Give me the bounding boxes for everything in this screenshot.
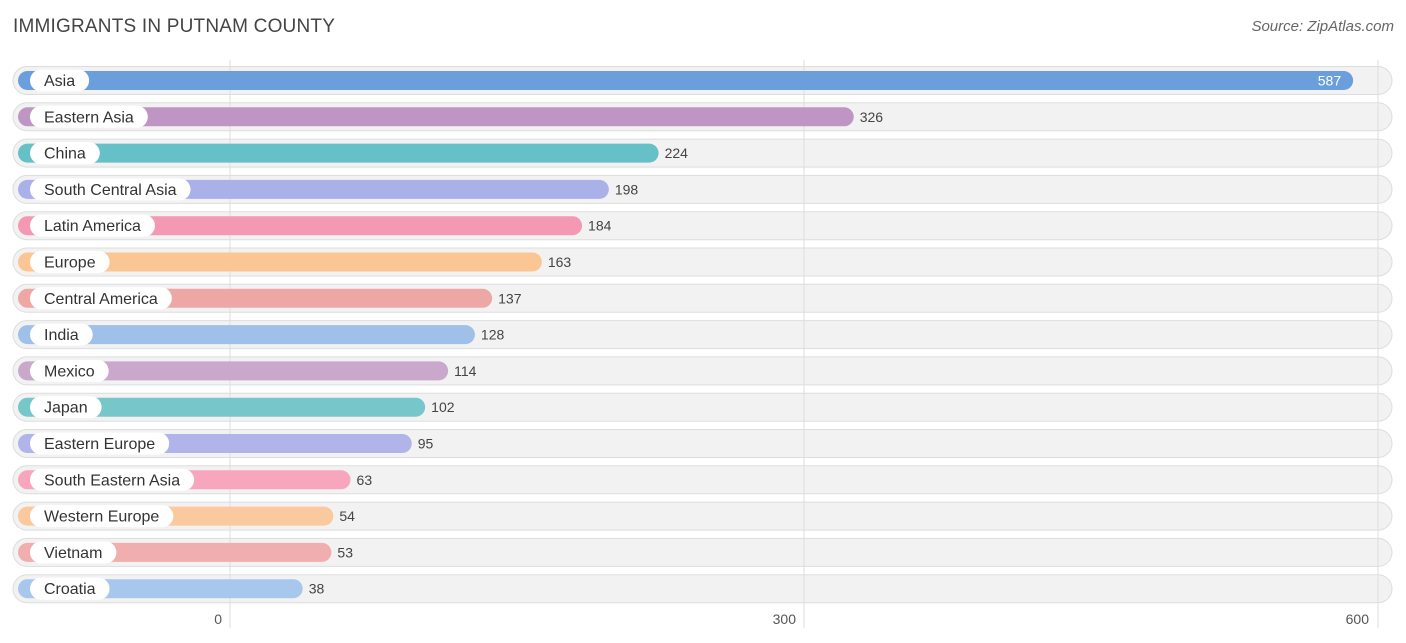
category-label: Europe (44, 255, 96, 272)
x-tick-label: 600 (1346, 611, 1370, 627)
category-label: South Central Asia (44, 182, 177, 199)
bar (18, 361, 449, 381)
category-label-pill (30, 432, 170, 455)
value-label: 224 (665, 145, 689, 161)
value-label: 184 (588, 218, 612, 234)
bar (18, 252, 542, 272)
category-label-pill (30, 505, 174, 528)
category-label-pill (30, 142, 100, 165)
value-label: 198 (615, 181, 639, 197)
category-label: Vietnam (44, 545, 102, 562)
x-tick-label: 0 (214, 611, 222, 627)
category-label: Asia (44, 73, 75, 90)
category-label-pill (30, 69, 90, 92)
value-label: 137 (498, 290, 522, 306)
category-label: India (44, 327, 79, 344)
bar (18, 107, 854, 127)
category-label-pill (30, 178, 191, 201)
value-label: 114 (454, 363, 477, 379)
value-label: 102 (431, 399, 455, 415)
category-label: Central America (44, 291, 158, 308)
category-label: South Eastern Asia (44, 472, 180, 489)
row-track (12, 465, 1393, 495)
category-label-pill (30, 323, 93, 346)
value-label: 326 (860, 109, 884, 125)
bars: Asia 587 Eastern Asia 326 China 224 South Cent… (18, 69, 1354, 600)
category-label-pill (30, 396, 102, 419)
value-label: 128 (481, 327, 505, 343)
category-label-pill (30, 251, 110, 273)
category-label: Western Europe (44, 509, 159, 526)
value-label: 587 (1318, 73, 1342, 89)
x-tick-label: 300 (773, 611, 797, 627)
bar (18, 397, 426, 417)
category-label: Mexico (44, 363, 95, 380)
category-label-pill (30, 468, 195, 491)
chart-title: IMMIGRANTS IN PUTNAM COUNTY (13, 16, 336, 37)
category-label-pill (30, 214, 155, 237)
category-label: Eastern Europe (44, 436, 155, 453)
category-label: Croatia (44, 581, 96, 598)
category-label-pill (30, 577, 110, 600)
category-label: China (44, 146, 86, 163)
value-label: 95 (418, 436, 434, 452)
value-label: 54 (339, 508, 355, 524)
category-label-pill (30, 105, 148, 128)
value-label: 38 (309, 581, 325, 597)
bar (18, 143, 659, 163)
bar (18, 71, 1354, 90)
row-track (12, 501, 1393, 531)
category-label: Eastern Asia (44, 109, 134, 126)
category-label: Japan (44, 400, 88, 417)
value-label: 63 (357, 472, 373, 488)
row-track (12, 537, 1393, 567)
category-label-pill (30, 359, 109, 382)
bar (18, 216, 583, 236)
x-axis-ticks: 0 300 600 (214, 611, 1369, 627)
chart-source: Source: ZipAtlas.com (1251, 18, 1394, 35)
bar (18, 325, 475, 345)
row-track (12, 574, 1393, 604)
value-label: 163 (548, 254, 572, 270)
value-label: 53 (337, 544, 353, 560)
category-label-pill (30, 541, 117, 564)
category-label: Latin America (44, 218, 141, 235)
category-label-pill (30, 287, 172, 310)
